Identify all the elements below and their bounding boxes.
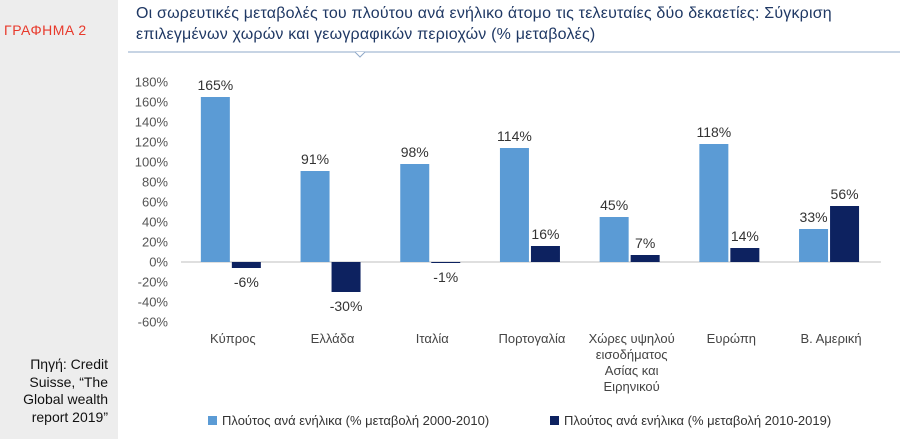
sidebar-panel: ΓΡΑΦΗΜΑ 2 Πηγή: Credit Suisse, “The Glob… bbox=[0, 0, 118, 439]
data-label: 14% bbox=[731, 228, 759, 244]
category-label: Ειρηνικού bbox=[604, 379, 660, 394]
category-label: Χώρες υψηλού bbox=[589, 331, 675, 346]
legend-swatch bbox=[550, 416, 559, 425]
bar-2000-2010 bbox=[200, 97, 230, 262]
title-underline bbox=[128, 51, 900, 58]
y-tick-label: 100% bbox=[135, 155, 169, 170]
bar-chart: 180% 160% 140% 120% 100% 80% 60% 40% 20% 0% -20% -4… bbox=[135, 75, 881, 428]
category-label: εισοδήματος bbox=[596, 347, 668, 362]
source-line: report 2019” bbox=[31, 408, 108, 425]
source-line: Suisse, “The bbox=[29, 373, 108, 390]
data-label: 118% bbox=[696, 124, 731, 140]
y-tick-label: 160% bbox=[135, 95, 169, 110]
data-label: -6% bbox=[234, 274, 259, 290]
category-label: Ιταλία bbox=[416, 331, 449, 346]
bar-2000-2010 bbox=[799, 229, 829, 262]
bar-2010-2019 bbox=[630, 255, 660, 262]
chart-title-line: επιλεγμένων χωρών και γεωγραφικών περιοχ… bbox=[136, 26, 596, 43]
data-label: 7% bbox=[635, 235, 655, 251]
bar-2010-2019 bbox=[431, 262, 461, 263]
data-label: 16% bbox=[531, 226, 559, 242]
bar-2010-2019 bbox=[830, 206, 860, 262]
category-label: Β. Αμερική bbox=[800, 331, 861, 346]
data-labels: 165% -6% 91% -30% 98% -1% 114% 16% 45% 7% 118% 14% 3… bbox=[197, 77, 858, 314]
y-tick-label: 180% bbox=[135, 75, 169, 90]
data-label: -30% bbox=[330, 298, 363, 314]
y-tick-label: 40% bbox=[142, 215, 168, 230]
data-label: 98% bbox=[401, 144, 429, 160]
bar-2000-2010 bbox=[499, 148, 529, 262]
category-label: Ασίας και bbox=[605, 363, 659, 378]
chart-title-line: Οι σωρευτικές μεταβολές του πλούτου ανά … bbox=[136, 5, 832, 22]
y-tick-label: -40% bbox=[138, 295, 169, 310]
data-label: 45% bbox=[600, 197, 628, 213]
source-line: Πηγή: Credit bbox=[30, 356, 108, 372]
y-axis: 180% 160% 140% 120% 100% 80% 60% 40% 20% 0% -20% -4… bbox=[135, 75, 881, 330]
y-tick-label: 20% bbox=[142, 235, 168, 250]
bar-2010-2019 bbox=[530, 246, 560, 262]
y-tick-label: 60% bbox=[142, 195, 168, 210]
category-label: Ελλάδα bbox=[311, 331, 355, 346]
legend: Πλούτος ανά ενήλικα (% μεταβολή 2000-201… bbox=[208, 413, 831, 428]
source-line: Global wealth bbox=[23, 391, 108, 407]
graph-label: ΓΡΑΦΗΜΑ 2 bbox=[4, 22, 87, 38]
bar-2000-2010 bbox=[699, 144, 729, 262]
bar-2000-2010 bbox=[599, 217, 629, 262]
data-label: -1% bbox=[433, 269, 458, 285]
y-tick-label: 0% bbox=[149, 255, 168, 270]
bar-2010-2019 bbox=[231, 262, 261, 268]
bar-2000-2010 bbox=[300, 171, 330, 262]
y-tick-label: -60% bbox=[138, 315, 169, 330]
legend-label: Πλούτος ανά ενήλικα (% μεταβολή 2010-201… bbox=[564, 413, 831, 428]
data-label: 56% bbox=[831, 186, 859, 202]
category-label: Κύπρος bbox=[210, 331, 256, 346]
legend-swatch bbox=[208, 416, 217, 425]
category-labels: Κύπρος Ελλάδα Ιταλία Πορτογαλία Χώρες υψηλού… bbox=[210, 331, 862, 394]
chart-title: Οι σωρευτικές μεταβολές του πλούτου ανά … bbox=[136, 3, 896, 45]
data-label: 165% bbox=[197, 77, 233, 93]
y-tick-label: -20% bbox=[138, 275, 169, 290]
data-label: 114% bbox=[497, 128, 532, 144]
bar-2000-2010 bbox=[400, 164, 430, 262]
y-tick-label: 80% bbox=[142, 175, 168, 190]
source-note: Πηγή: Credit Suisse, “The Global wealth … bbox=[4, 356, 108, 426]
bars bbox=[200, 97, 860, 292]
y-tick-label: 140% bbox=[135, 115, 169, 130]
y-tick-label: 120% bbox=[135, 135, 169, 150]
bar-2010-2019 bbox=[730, 248, 760, 262]
bar-2010-2019 bbox=[331, 262, 361, 292]
data-label: 33% bbox=[800, 209, 828, 225]
category-label: Πορτογαλία bbox=[498, 331, 565, 346]
category-label: Ευρώπη bbox=[707, 331, 756, 346]
data-label: 91% bbox=[301, 151, 329, 167]
legend-label: Πλούτος ανά ενήλικα (% μεταβολή 2000-201… bbox=[222, 413, 489, 428]
